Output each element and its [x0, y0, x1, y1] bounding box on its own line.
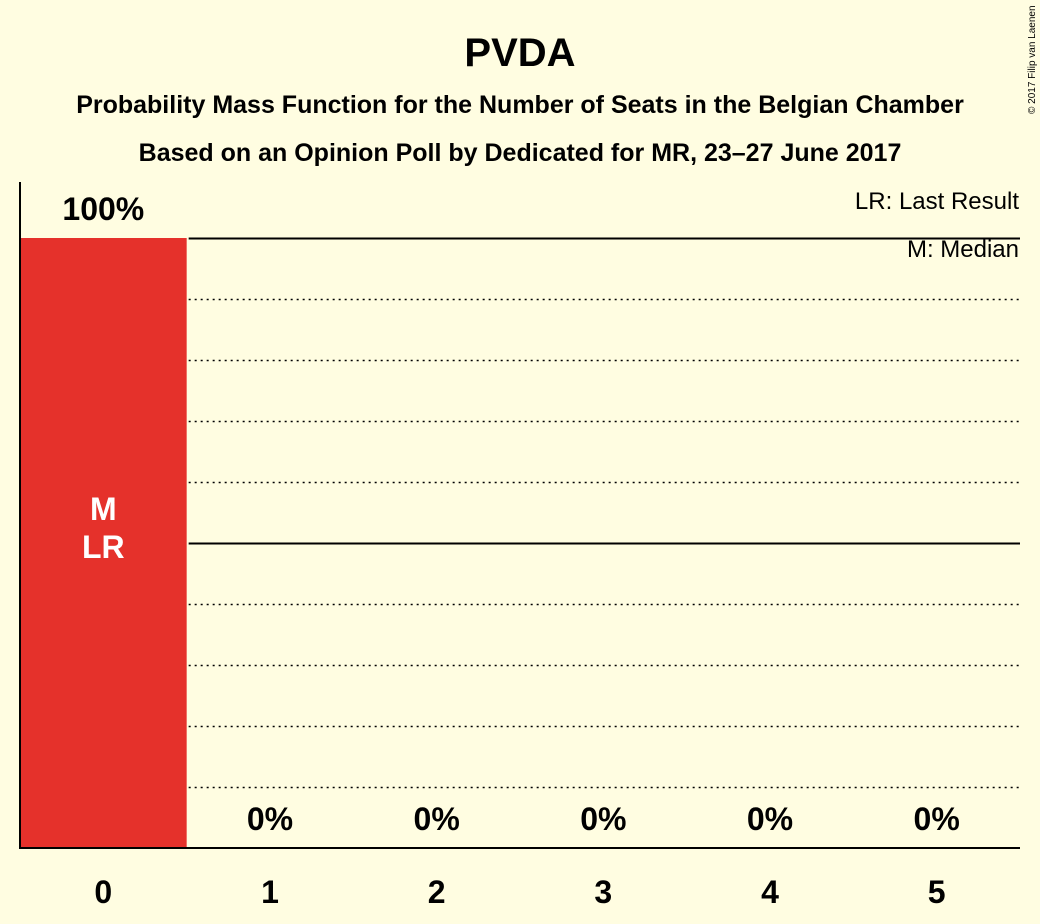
chart-title: PVDA [464, 31, 575, 75]
x-tick-label-3: 3 [594, 874, 612, 910]
value-label-2: 0% [414, 801, 460, 837]
legend-median: M: Median [907, 236, 1019, 263]
x-tick-label-4: 4 [761, 874, 779, 910]
value-label-4: 0% [747, 801, 793, 837]
bar-marker-m: M [90, 491, 117, 527]
bar-0 [20, 238, 187, 848]
x-tick-label-2: 2 [428, 874, 446, 910]
x-axis-ticks: 0 1 2 3 4 5 [94, 874, 945, 910]
bar-marker-lr: LR [82, 529, 125, 565]
bars: MLR [20, 238, 187, 848]
value-label-5: 0% [914, 801, 960, 837]
value-label-1: 0% [247, 801, 293, 837]
copyright-notice: © 2017 Filip van Laenen [1027, 5, 1038, 114]
x-tick-label-0: 0 [94, 874, 112, 910]
value-label-3: 0% [580, 801, 626, 837]
value-labels: 100% 0% 0% 0% 0% 0% [62, 191, 959, 837]
chart-subtitle-line-2: Based on an Opinion Poll by Dedicated fo… [139, 139, 902, 167]
x-tick-label-5: 5 [928, 874, 946, 910]
legend-last-result: LR: Last Result [855, 188, 1019, 215]
x-tick-label-1: 1 [261, 874, 279, 910]
value-label-0: 100% [62, 191, 144, 227]
chart-subtitle-line-1: Probability Mass Function for the Number… [76, 91, 964, 119]
gridlines [188, 237, 1020, 789]
